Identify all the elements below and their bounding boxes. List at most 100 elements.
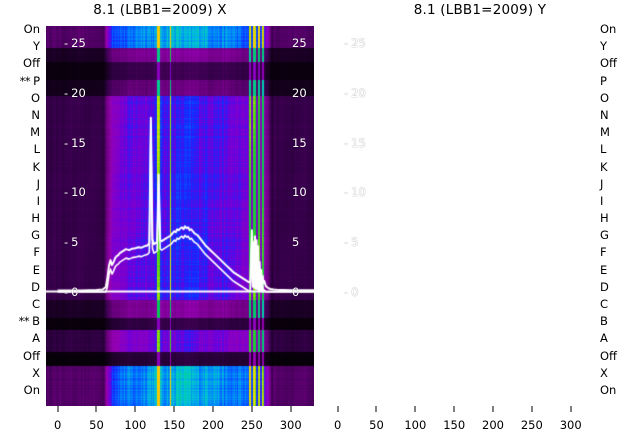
row-label-left-off-2: Off [23,58,40,70]
xtick-label-250: 250 [240,418,263,432]
row-label-left-e-14: E [33,264,40,277]
row-label-text: G [600,228,609,243]
row-label-text: Off [600,56,617,71]
row-label-text: On [23,383,40,397]
xtick-mark-250 [251,406,253,412]
row-label-text: P [600,73,607,88]
panel-y: 8.1 (LBB1=2009) Y 0 50 100 150 200 250 300 [320,0,640,440]
row-label-left-j-9: J [36,176,40,191]
row-label-text: O [30,90,40,105]
row-label-text: C [600,297,609,312]
row-label-text: On [23,22,40,36]
row-label-text: N [31,107,40,122]
xtick-mark-300 [570,406,572,412]
row-label-right-e-14: E [600,262,608,277]
row-label-right-p-3: P [600,73,607,88]
ytick-label-x-10: -10 [64,185,86,200]
xtick-label-200: 200 [482,418,504,432]
row-label-right-x-20: X [600,367,608,380]
row-labels-right: On Y Off P O N M L K J I H G F E D C B A Off X On [594,0,640,440]
row-label-left-x-20: X [32,365,40,380]
row-label-left-o-4: O [30,90,40,105]
row-label-text: B [600,314,608,329]
xtick-label-100: 100 [124,418,147,432]
row-label-text: X [32,365,40,380]
row-label-text: H [31,211,40,226]
xtick-label-0: 0 [53,418,62,432]
row-label-right-c-16: C [600,297,609,312]
xtick-mark-200 [492,406,494,412]
ytick-label-x-mirror-10: 10 [292,185,307,200]
xtick-mark-300 [290,406,292,412]
row-label-left-p-3: ** P [20,75,40,88]
row-label-text: D [31,279,40,294]
row-marker-asterisk: ** [19,73,31,88]
x-axis-panel-y: 0 50 100 150 200 250 300 [320,406,640,440]
row-label-left-l-7: L [34,144,40,156]
row-label-right-a-18: A [600,333,608,345]
row-label-text: L [33,142,40,157]
row-label-right-on-0: On [600,22,617,36]
row-label-right-n-5: N [600,109,609,122]
row-label-right-y-1: Y [600,39,608,54]
spectrogram-x-canvas [46,26,314,406]
row-label-right-f-13: F [600,247,607,259]
panel-y-title: 8.1 (LBB1=2009) Y [413,2,547,18]
row-label-text: G [31,228,40,243]
x-axis-panel-x: 0 50 100 150 200 250 300 [0,406,320,440]
xtick-mark-50 [375,406,377,412]
row-label-text: B [32,314,40,329]
row-label-left-i-10: I [36,193,40,208]
spectrogram-x[interactable] [46,26,314,406]
xtick-mark-200 [212,406,214,412]
xtick-mark-50 [95,406,97,412]
panel-x: 8.1 (LBB1=2009) X 0 50 100 150 200 250 300 [0,2,320,440]
row-label-text: E [600,262,608,277]
ytick-label-x-mirror-25: 25 [292,36,307,50]
row-label-text: J [600,176,604,191]
row-label-text: I [600,193,604,208]
ytick-label-x-mirror-5: 5 [292,235,300,250]
row-label-left-d-15: D [31,279,40,294]
row-label-text: Off [23,348,40,363]
xtick-mark-250 [531,406,533,412]
row-label-text: F [600,245,607,260]
ytick-label-x-5: -5 [64,235,79,250]
xtick-label-50: 50 [89,418,104,432]
row-label-left-y-1: Y [33,40,40,53]
row-labels-left: On Y Off ** P O N M L K J I H G F E D C ** B A Off X On [0,0,46,440]
row-label-right-j-9: J [600,176,604,191]
row-label-text: M [600,125,610,140]
row-label-text: D [600,279,609,294]
xtick-label-100: 100 [404,418,427,432]
row-label-text: H [600,211,609,226]
row-label-left-m-6: M [30,126,40,139]
row-label-text: I [36,193,40,208]
xtick-label-50: 50 [369,418,384,432]
ytick-label-y-25: -25 [344,36,366,50]
row-label-left-on-21: On [23,383,40,397]
ytick-label-y-0: -0 [344,285,359,299]
xtick-mark-100 [414,406,416,412]
xtick-label-150: 150 [443,418,466,432]
row-label-text: J [36,176,40,191]
ytick-label-x-0: -0 [64,285,79,299]
row-label-left-n-5: N [31,107,40,122]
ytick-label-x-25: -25 [64,36,86,50]
xtick-mark-150 [173,406,175,412]
ytick-label-x-20: -20 [64,85,86,100]
xtick-label-0: 0 [333,418,342,432]
xtick-label-300: 300 [559,418,582,432]
xtick-mark-0 [57,406,59,412]
row-label-text: L [600,142,607,157]
row-label-text: On [600,22,617,36]
row-label-right-k-8: K [600,161,608,174]
row-label-right-m-6: M [600,125,610,140]
xtick-mark-100 [134,406,136,412]
row-label-left-k-8: K [32,161,40,174]
row-label-left-a-18: A [32,333,40,345]
row-label-text: Y [600,39,608,54]
ytick-label-y-15: -15 [344,135,366,150]
row-label-right-on-21: On [600,384,616,397]
